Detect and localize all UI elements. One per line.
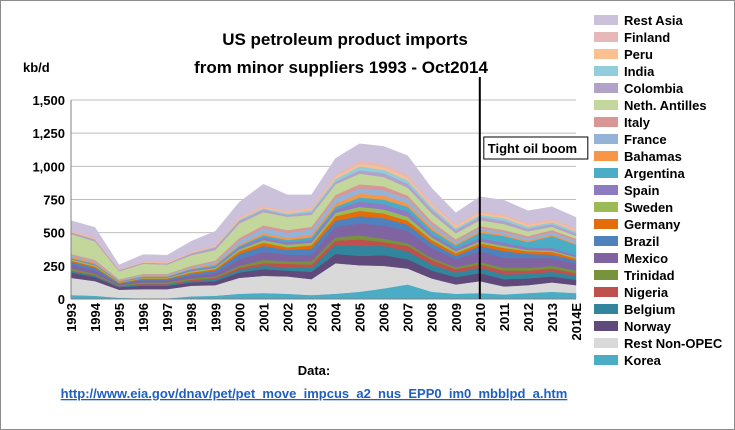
x-tick-label: 2014E <box>569 303 584 341</box>
legend-label-rest-asia: Rest Asia <box>624 13 684 28</box>
x-tick-labels: 1993 1994 1995 1996 1997 1998 1999 2000 2001 2002… <box>64 302 584 340</box>
legend-swatch-colombia <box>594 83 618 93</box>
legend-label-mexico: Mexico <box>624 251 668 266</box>
legend-swatch-argentina <box>594 168 618 178</box>
x-tick-label: 2001 <box>256 303 271 332</box>
y-tick-labels: 0 250 500 750 1,000 1,250 1,500 <box>32 93 65 307</box>
legend-label-rest-non-opec: Rest Non-OPEC <box>624 336 723 351</box>
legend-label-trinidad: Trinidad <box>624 268 675 283</box>
x-tick-label: 1993 <box>64 303 79 332</box>
legend-swatch-finland <box>594 32 618 42</box>
x-tick-label: 1999 <box>208 303 223 332</box>
x-tick-label: 1998 <box>184 303 199 332</box>
y-tick-label: 250 <box>43 259 65 274</box>
legend-swatch-neth-antilles <box>594 100 618 110</box>
x-tick-label: 2006 <box>377 303 392 332</box>
legend-swatch-peru <box>594 49 618 59</box>
x-tick-label: 2008 <box>425 303 440 332</box>
legend-swatch-italy <box>594 117 618 127</box>
area-series-rest-asia <box>70 143 577 270</box>
legend-swatch-rest-asia <box>594 15 618 25</box>
y-tick-label: 750 <box>43 193 65 208</box>
legend-swatch-rest-non-opec <box>594 338 618 348</box>
annotation-group: Tight oil boom <box>478 77 589 299</box>
legend-swatch-korea <box>594 355 618 365</box>
legend-swatch-trinidad <box>594 270 618 280</box>
legend-label-belgium: Belgium <box>624 302 675 317</box>
data-source-link[interactable]: http://www.eia.gov/dnav/pet/pet_move_imp… <box>61 386 568 401</box>
x-tick-label: 2000 <box>232 303 247 332</box>
stacked-areas <box>70 143 577 300</box>
legend-swatch-nigeria <box>594 287 618 297</box>
legend-swatch-india <box>594 66 618 76</box>
legend-swatch-brazil <box>594 236 618 246</box>
legend-label-nigeria: Nigeria <box>624 285 669 300</box>
x-tick-label: 2002 <box>280 303 295 332</box>
legend: Rest Asia Finland Peru India Colombia Neth. A… <box>594 13 723 368</box>
legend-label-korea: Korea <box>624 353 662 368</box>
legend-swatch-mexico <box>594 253 618 263</box>
x-tick-label: 2012 <box>521 303 536 332</box>
legend-swatch-sweden <box>594 202 618 212</box>
chart-title-line2: from minor suppliers 1993 - Oct2014 <box>194 58 488 77</box>
legend-label-argentina: Argentina <box>624 166 685 181</box>
y-tick-label: 0 <box>58 292 65 307</box>
legend-label-india: India <box>624 64 655 79</box>
legend-swatch-germany <box>594 219 618 229</box>
x-tick-label: 2013 <box>545 303 560 332</box>
x-tick-label: 1995 <box>112 303 127 332</box>
x-tick-label: 2003 <box>304 303 319 332</box>
data-source-label: Data: <box>298 363 331 378</box>
legend-swatch-france <box>594 134 618 144</box>
legend-swatch-spain <box>594 185 618 195</box>
legend-label-spain: Spain <box>624 183 659 198</box>
legend-label-peru: Peru <box>624 47 653 62</box>
legend-label-bahamas: Bahamas <box>624 149 682 164</box>
y-tick-label: 1,250 <box>32 126 65 141</box>
tight-oil-boom-box <box>483 136 589 160</box>
x-tick-label: 2005 <box>353 303 368 332</box>
axes <box>70 100 576 300</box>
y-tick-label: 1,500 <box>32 93 65 108</box>
x-tick-label: 2007 <box>401 303 416 332</box>
legend-label-neth-antilles: Neth. Antilles <box>624 98 707 113</box>
x-tick-label: 1994 <box>88 302 103 332</box>
legend-swatch-norway <box>594 321 618 331</box>
tight-oil-boom-label: Tight oil boom <box>488 141 577 156</box>
x-tick-label: 1996 <box>136 303 151 332</box>
x-tick-label: 2009 <box>449 303 464 332</box>
y-axis-label: kb/d <box>23 60 50 75</box>
legend-label-germany: Germany <box>624 217 681 232</box>
legend-label-finland: Finland <box>624 30 670 45</box>
legend-swatch-belgium <box>594 304 618 314</box>
legend-label-france: France <box>624 132 667 147</box>
y-tick-label: 1,000 <box>32 159 65 174</box>
legend-swatch-bahamas <box>594 151 618 161</box>
x-tick-label: 2011 <box>497 303 512 331</box>
legend-label-norway: Norway <box>624 319 672 334</box>
legend-label-sweden: Sweden <box>624 200 673 215</box>
legend-label-italy: Italy <box>624 115 651 130</box>
x-tick-label: 2010 <box>473 303 488 332</box>
x-tick-label: 1997 <box>160 303 175 332</box>
x-tick-label: 2004 <box>329 302 344 332</box>
y-tick-label: 500 <box>43 226 65 241</box>
legend-label-colombia: Colombia <box>624 81 684 96</box>
legend-label-brazil: Brazil <box>624 234 659 249</box>
chart-title-line1: US petroleum product imports <box>222 30 468 49</box>
